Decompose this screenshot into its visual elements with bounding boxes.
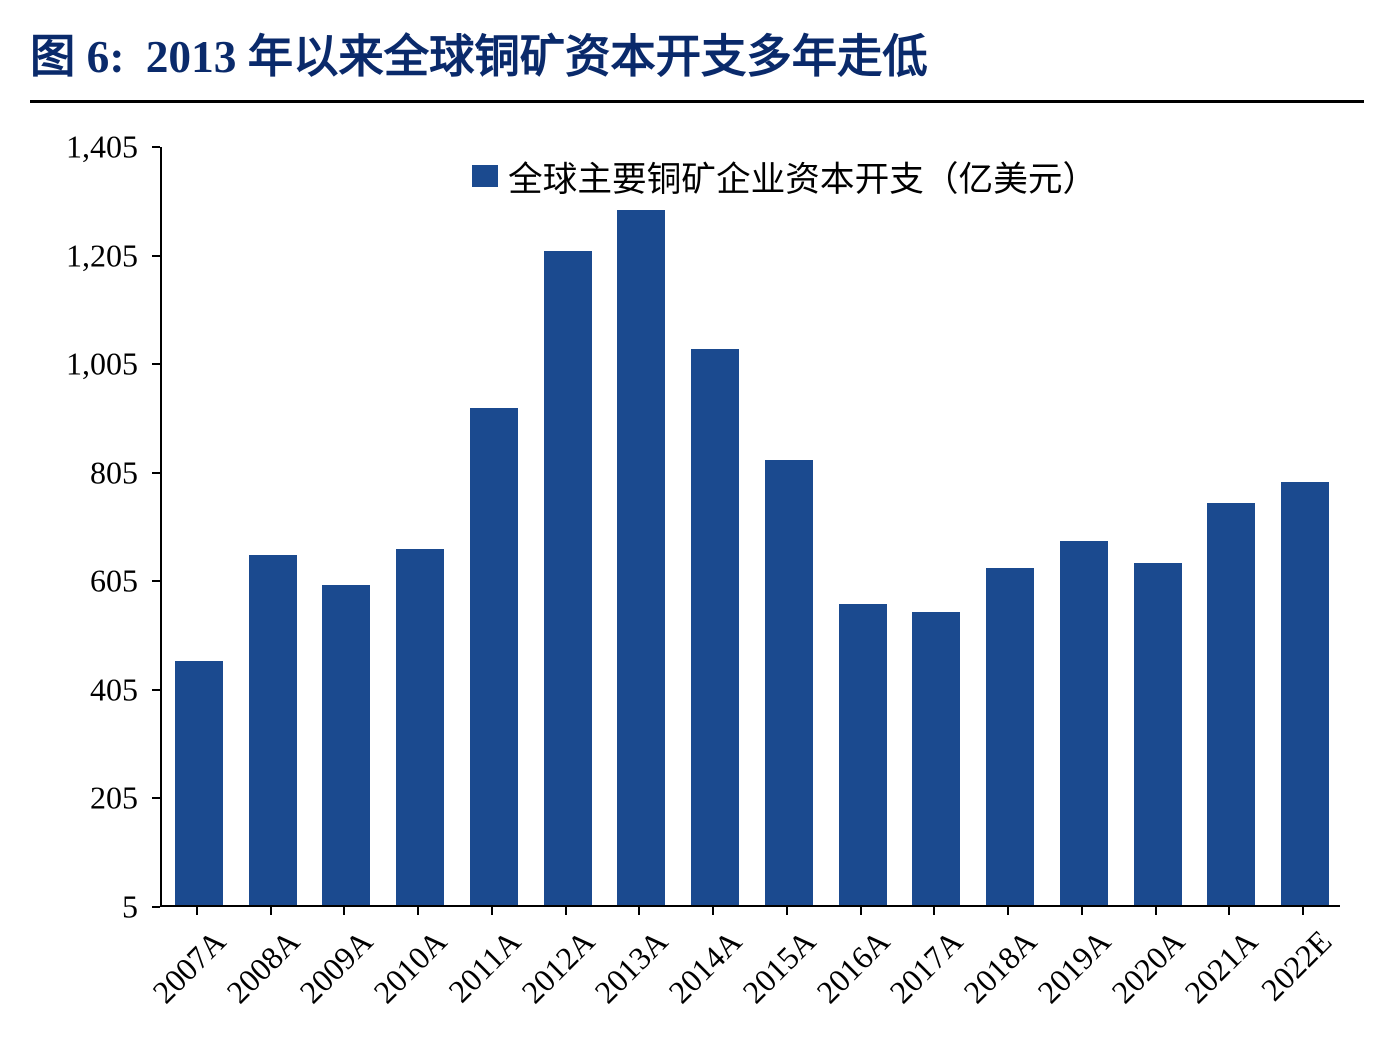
figure-title-row: 图 6: 2013 年以来全球铜矿资本开支多年走低 (30, 20, 1364, 103)
figure-page: 图 6: 2013 年以来全球铜矿资本开支多年走低 5 205 405 605 805 1… (0, 0, 1394, 1030)
x-tick-mark (1155, 907, 1157, 915)
x-tick-label: 2021A (1169, 923, 1266, 1020)
y-tick-label: 205 (40, 780, 150, 817)
bar (765, 460, 813, 905)
bar (1281, 482, 1329, 905)
x-tick-label: 2013A (579, 923, 676, 1020)
x-tick-label: 2018A (947, 923, 1044, 1020)
x-tick-mark (417, 907, 419, 915)
bar (617, 210, 665, 905)
y-tick-label: 1,205 (40, 237, 150, 274)
x-tick-label: 2022E (1242, 923, 1339, 1020)
bar (544, 251, 592, 905)
y-tick-mark (152, 906, 160, 908)
y-tick-mark (152, 689, 160, 691)
bar (470, 408, 518, 905)
bars-group (162, 147, 1340, 905)
bar (396, 549, 444, 905)
bar (839, 604, 887, 905)
y-tick-mark (152, 255, 160, 257)
x-tick-mark (1228, 907, 1230, 915)
bar (322, 585, 370, 905)
bar (1207, 503, 1255, 905)
x-tick-label: 2016A (800, 923, 897, 1020)
y-tick-label: 1,005 (40, 346, 150, 383)
bar (986, 568, 1034, 905)
y-tick-label: 1,405 (40, 129, 150, 166)
x-tick-mark (1007, 907, 1009, 915)
x-tick-label: 2010A (357, 923, 454, 1020)
bar (912, 612, 960, 905)
x-tick-mark (491, 907, 493, 915)
x-tick-label: 2012A (505, 923, 602, 1020)
y-tick-mark (152, 580, 160, 582)
bar (691, 349, 739, 905)
bar (175, 661, 223, 905)
y-tick-mark (152, 472, 160, 474)
x-tick-mark (860, 907, 862, 915)
x-tick-mark (638, 907, 640, 915)
x-tick-mark (565, 907, 567, 915)
bar (249, 555, 297, 905)
x-tick-label: 2014A (652, 923, 749, 1020)
x-tick-mark (1302, 907, 1304, 915)
x-tick-label: 2020A (1095, 923, 1192, 1020)
x-tick-mark (1081, 907, 1083, 915)
y-tick-label: 5 (40, 889, 150, 926)
x-tick-label: 2019A (1021, 923, 1118, 1020)
x-tick-label: 2017A (874, 923, 971, 1020)
y-tick-mark (152, 797, 160, 799)
x-tick-mark (712, 907, 714, 915)
y-tick-label: 805 (40, 454, 150, 491)
y-tick-mark (152, 146, 160, 148)
bar (1134, 563, 1182, 905)
x-tick-mark (270, 907, 272, 915)
x-tick-mark (196, 907, 198, 915)
x-tick-label: 2015A (726, 923, 823, 1020)
x-tick-label: 2011A (431, 923, 528, 1020)
y-tick-label: 605 (40, 563, 150, 600)
y-tick-label: 405 (40, 671, 150, 708)
x-tick-mark (786, 907, 788, 915)
bar (1060, 541, 1108, 905)
x-tick-label: 2009A (284, 923, 381, 1020)
plot-area: 全球主要铜矿企业资本开支（亿美元） (160, 147, 1340, 907)
figure-title: 2013 年以来全球铜矿资本开支多年走低 (146, 32, 928, 82)
x-tick-label: 2008A (210, 923, 307, 1020)
bar-chart: 52054056058051,0051,2051,405 全球主要铜矿企业资本开… (40, 137, 1360, 1037)
x-tick-label: 2007A (136, 923, 233, 1020)
y-tick-mark (152, 363, 160, 365)
x-tick-mark (343, 907, 345, 915)
figure-label: 图 6: (30, 32, 124, 82)
x-tick-mark (933, 907, 935, 915)
